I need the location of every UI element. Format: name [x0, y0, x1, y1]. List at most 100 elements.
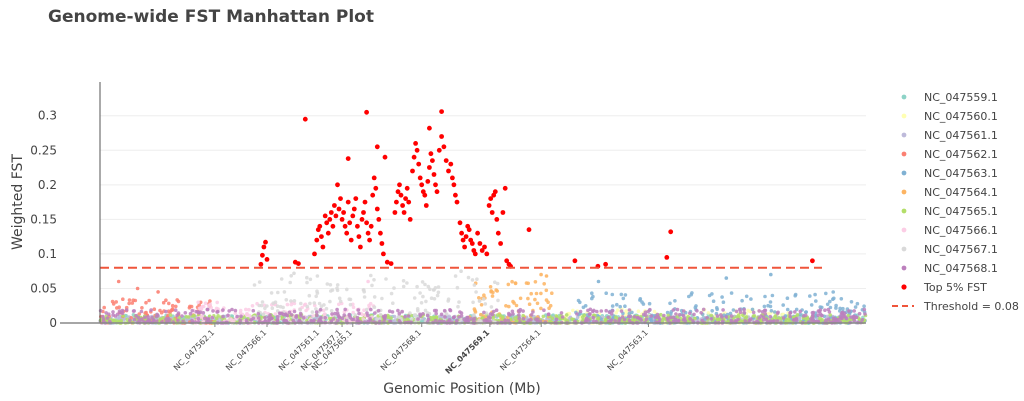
data-point [542, 308, 546, 313]
data-point [120, 311, 125, 316]
top5-point [350, 213, 356, 219]
data-point [526, 296, 530, 301]
data-point [529, 313, 534, 317]
data-point [816, 313, 820, 318]
data-point [862, 307, 867, 312]
top5-point [425, 179, 431, 184]
data-point [384, 277, 388, 281]
data-point [827, 310, 832, 314]
data-point [496, 298, 500, 303]
data-point [841, 306, 845, 311]
legend-item[interactable]: NC_047566.1 [901, 224, 998, 237]
data-point [370, 283, 374, 288]
data-point [862, 304, 866, 309]
data-point [513, 281, 518, 285]
data-point [322, 312, 327, 317]
data-point [189, 304, 194, 309]
legend-item[interactable]: NC_047561.1 [901, 129, 998, 142]
legend-item[interactable]: NC_047562.1 [901, 148, 998, 161]
data-point [506, 318, 511, 323]
data-point [389, 291, 394, 296]
data-point [840, 316, 844, 321]
top5-point [333, 213, 339, 219]
top5-point [332, 203, 337, 208]
data-point [715, 307, 719, 312]
data-point [622, 318, 627, 322]
legend-item[interactable]: Top 5% FST [901, 281, 987, 294]
data-point [794, 318, 799, 323]
top5-point [466, 227, 472, 233]
data-point [132, 309, 136, 313]
legend-item[interactable]: NC_047567.1 [901, 243, 998, 256]
top5-point [457, 220, 463, 226]
top5-point [317, 223, 323, 229]
data-point [154, 314, 159, 319]
data-point [221, 314, 225, 319]
x-tick-label: NC_047566.1 [224, 328, 268, 372]
top5-point [489, 210, 495, 215]
data-point [459, 269, 463, 274]
data-point [112, 318, 116, 323]
data-point [337, 296, 342, 301]
data-point [147, 298, 151, 303]
data-point [681, 313, 686, 318]
data-point [453, 274, 458, 278]
data-point [275, 304, 280, 309]
data-point [692, 312, 696, 317]
data-point [337, 302, 341, 307]
data-point [824, 318, 828, 323]
legend-item[interactable]: NC_047559.1 [901, 91, 998, 104]
top5-point [312, 251, 317, 257]
legend-item[interactable]: Threshold = 0.08 [892, 300, 1019, 313]
data-point [691, 319, 695, 323]
data-point [336, 313, 340, 317]
y-tick-label: 0.15 [30, 212, 57, 226]
top5-point [572, 258, 578, 264]
data-point [353, 313, 358, 317]
legend[interactable]: NC_047559.1 NC_047560.1 NC_047561.1 NC_0475… [892, 91, 1019, 313]
data-point [161, 300, 166, 305]
data-point [266, 318, 271, 323]
legend-item[interactable]: NC_047564.1 [901, 186, 998, 199]
top5-point [427, 125, 432, 131]
data-point [305, 280, 309, 285]
data-point [578, 309, 583, 314]
data-point [127, 301, 131, 306]
data-point [376, 308, 381, 313]
top5-point [324, 220, 330, 226]
data-point [256, 312, 261, 316]
top5-point [381, 251, 386, 257]
top5-point [353, 196, 359, 202]
data-point [484, 318, 489, 322]
x-tick-label: NC_047568.1 [379, 328, 423, 372]
data-point [347, 312, 352, 317]
data-point [759, 314, 763, 318]
data-point [321, 308, 326, 313]
data-point [495, 281, 500, 286]
data-point [170, 303, 175, 308]
data-point [596, 316, 601, 320]
data-point [117, 315, 122, 320]
legend-marker [901, 265, 907, 271]
data-point [305, 275, 309, 280]
legend-item[interactable]: NC_047563.1 [901, 167, 998, 180]
data-point [539, 291, 543, 296]
top5-point [428, 151, 434, 157]
data-point [183, 311, 188, 315]
data-point [156, 290, 160, 294]
data-point [744, 294, 749, 299]
top5-point [453, 192, 458, 198]
legend-item[interactable]: NC_047568.1 [901, 262, 998, 275]
data-point [436, 285, 441, 289]
data-point [328, 283, 333, 287]
data-point [292, 271, 296, 276]
data-point [131, 298, 136, 303]
legend-item[interactable]: NC_047565.1 [901, 205, 998, 218]
data-point [289, 299, 293, 303]
data-point [393, 318, 398, 322]
data-point [335, 307, 339, 312]
data-point [424, 299, 428, 304]
top5-point [484, 251, 490, 257]
legend-item[interactable]: NC_047560.1 [901, 110, 998, 123]
data-point [849, 300, 854, 304]
